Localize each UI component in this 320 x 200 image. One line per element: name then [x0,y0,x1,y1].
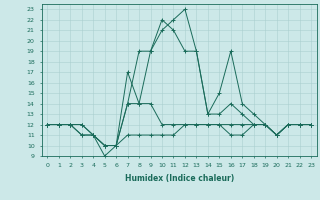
X-axis label: Humidex (Indice chaleur): Humidex (Indice chaleur) [124,174,234,183]
